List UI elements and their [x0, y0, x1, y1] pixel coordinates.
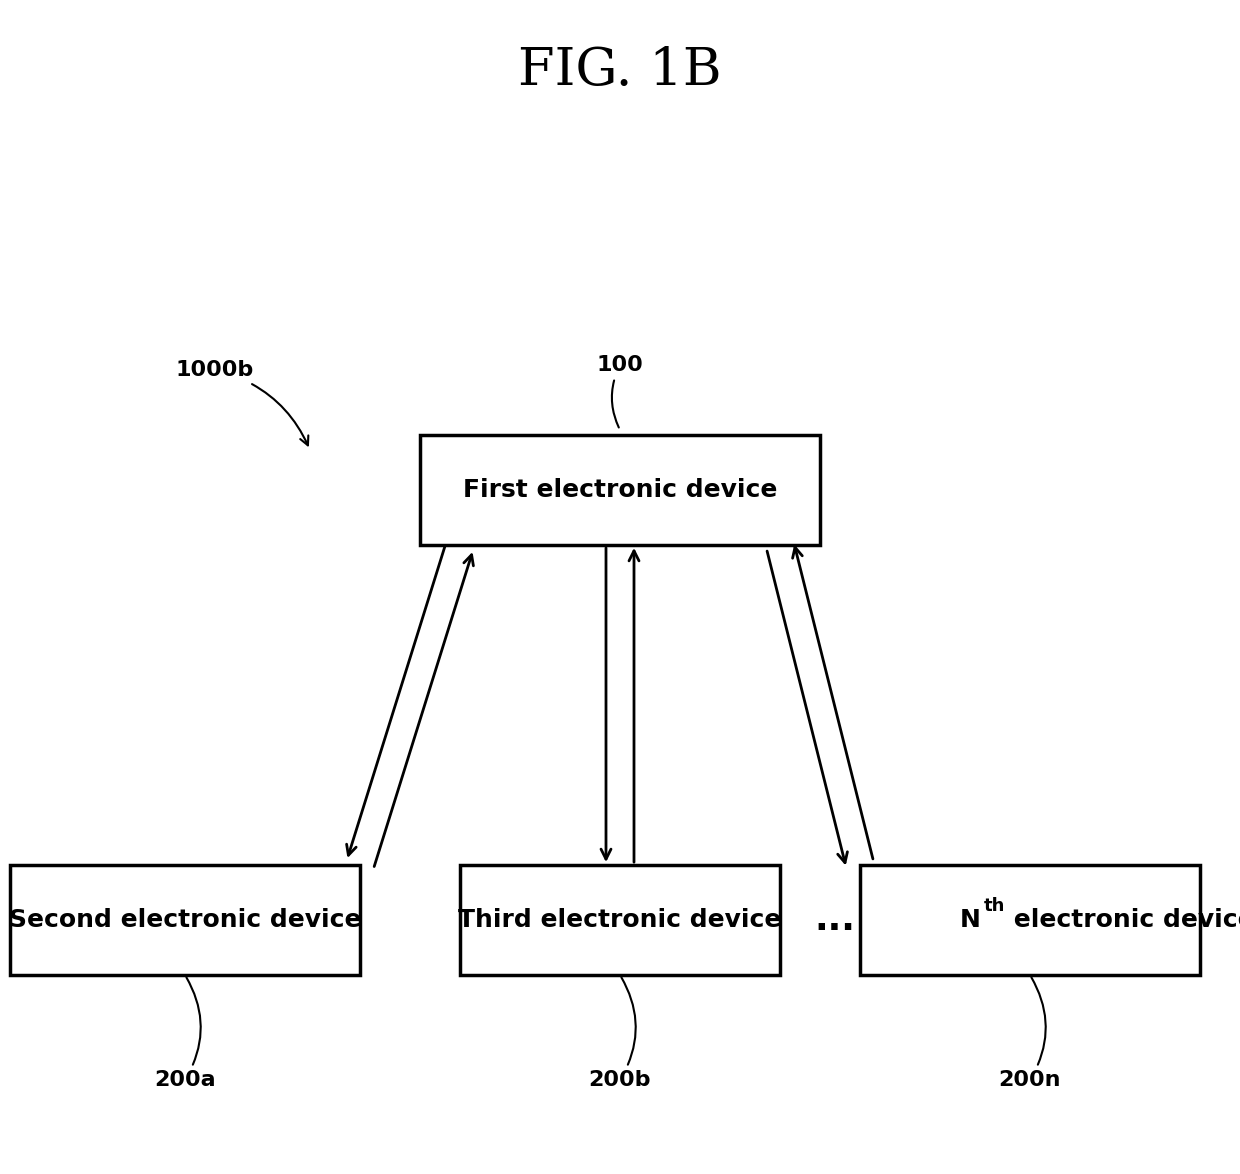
Text: 1000b: 1000b [176, 360, 309, 445]
Text: Second electronic device: Second electronic device [9, 908, 361, 932]
Text: 200n: 200n [998, 978, 1061, 1089]
Bar [861, 865, 1200, 974]
Text: 200b: 200b [589, 978, 651, 1089]
Bar [10, 865, 360, 974]
Bar [420, 436, 820, 545]
Bar [460, 865, 780, 974]
Text: th: th [985, 897, 1006, 915]
Text: FIG. 1B: FIG. 1B [518, 45, 722, 95]
Text: N: N [960, 908, 981, 932]
Text: electronic device: electronic device [1004, 908, 1240, 932]
Text: First electronic device: First electronic device [463, 478, 777, 502]
Text: 100: 100 [596, 355, 644, 427]
Text: ...: ... [815, 903, 856, 937]
Text: 200a: 200a [154, 978, 216, 1089]
Text: Third electronic device: Third electronic device [459, 908, 781, 932]
